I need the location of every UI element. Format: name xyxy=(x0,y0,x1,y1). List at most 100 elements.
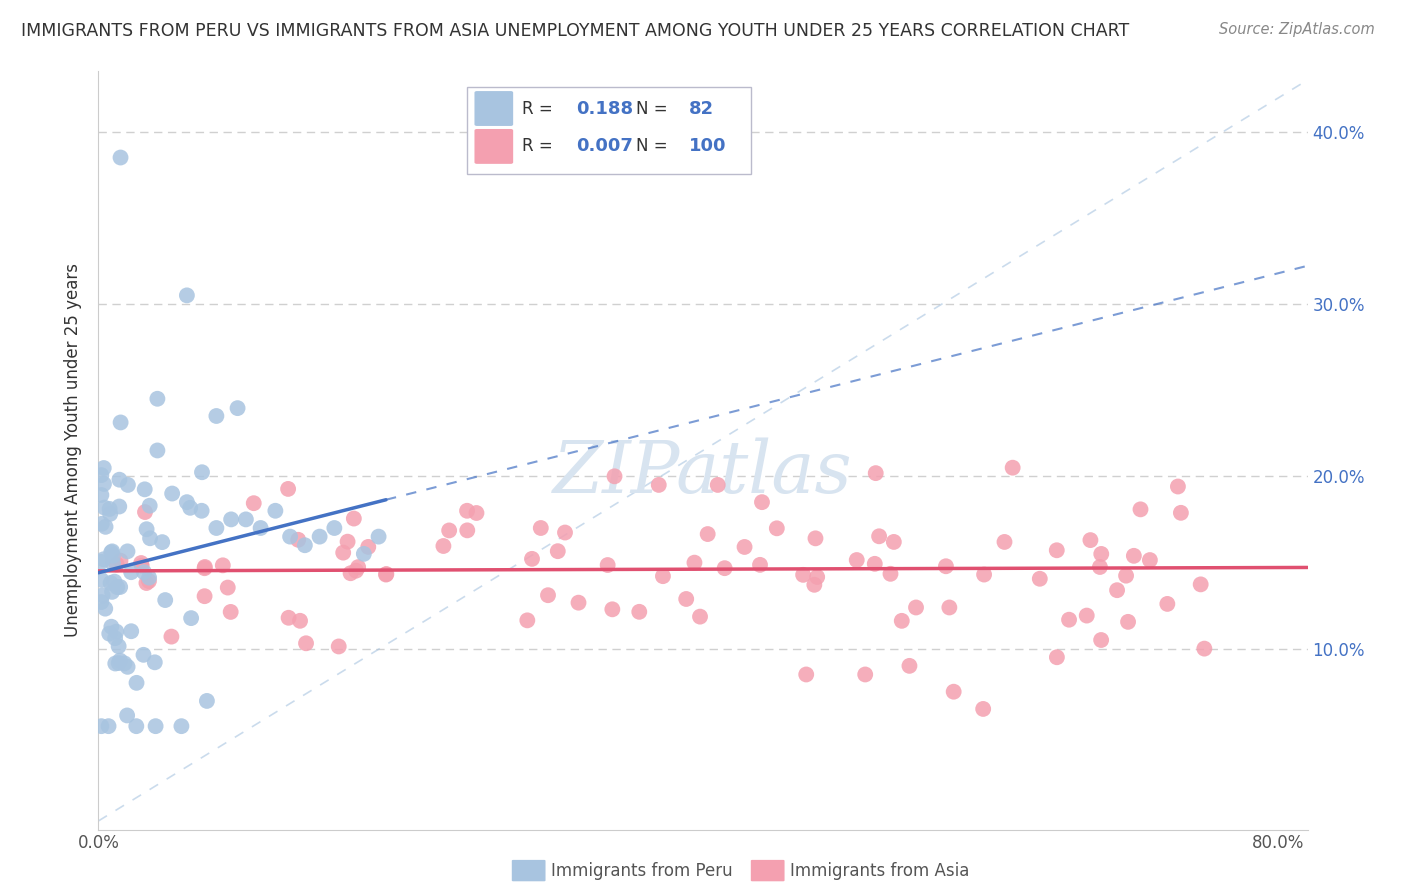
Point xyxy=(94,520,117,534)
Point xyxy=(1115,568,1137,582)
Point xyxy=(100,576,122,591)
Point xyxy=(367,530,389,544)
Point xyxy=(134,483,156,497)
Point xyxy=(1139,553,1161,567)
Point xyxy=(465,506,488,520)
Text: N =: N = xyxy=(637,100,673,118)
Point xyxy=(150,535,173,549)
Point xyxy=(853,667,876,681)
Point xyxy=(146,392,169,406)
Point xyxy=(115,708,138,723)
Point xyxy=(1167,479,1189,493)
Point xyxy=(1046,650,1069,665)
Point xyxy=(93,477,115,491)
Point xyxy=(160,630,183,644)
Point xyxy=(1029,572,1052,586)
Point xyxy=(114,657,136,671)
Point xyxy=(456,524,478,538)
Point xyxy=(101,544,124,558)
Point xyxy=(689,609,711,624)
Point xyxy=(143,656,166,670)
Point xyxy=(101,585,124,599)
Point xyxy=(596,558,619,572)
Y-axis label: Unemployment Among Youth under 25 years: Unemployment Among Youth under 25 years xyxy=(65,263,83,638)
Point xyxy=(751,495,773,509)
Point xyxy=(90,595,112,609)
Point xyxy=(235,512,257,526)
Point xyxy=(1122,549,1144,563)
Point xyxy=(845,553,868,567)
FancyBboxPatch shape xyxy=(467,87,751,174)
Point xyxy=(308,530,330,544)
Point xyxy=(343,511,366,525)
Point xyxy=(125,719,148,733)
Point xyxy=(278,530,301,544)
Point xyxy=(105,624,128,639)
Point xyxy=(603,469,626,483)
Point xyxy=(1090,633,1112,648)
Point xyxy=(432,539,454,553)
Point xyxy=(1057,613,1080,627)
Point xyxy=(100,620,122,634)
Point xyxy=(652,569,675,583)
Point xyxy=(138,499,160,513)
Point xyxy=(104,631,127,645)
Point xyxy=(794,667,817,681)
Point xyxy=(226,401,249,416)
Point xyxy=(98,502,121,516)
Point xyxy=(288,614,311,628)
Point xyxy=(205,409,228,423)
Point xyxy=(520,552,543,566)
Point xyxy=(973,567,995,582)
Point xyxy=(131,558,153,573)
Text: 100: 100 xyxy=(689,137,725,155)
Point xyxy=(135,576,157,591)
Point xyxy=(806,570,828,584)
Point xyxy=(353,547,375,561)
Point xyxy=(117,478,139,492)
Point xyxy=(1189,577,1212,591)
Point xyxy=(375,567,398,582)
Point xyxy=(179,500,201,515)
Point xyxy=(713,561,735,575)
Point xyxy=(170,719,193,733)
Point xyxy=(93,552,115,566)
Text: N =: N = xyxy=(637,137,673,155)
Point xyxy=(1194,641,1216,656)
Text: 0.188: 0.188 xyxy=(576,100,633,118)
Point xyxy=(98,507,121,521)
Point xyxy=(108,473,131,487)
Point xyxy=(865,466,887,480)
Point xyxy=(935,559,957,574)
Point xyxy=(537,588,560,602)
Point xyxy=(107,656,129,670)
Point xyxy=(160,486,183,500)
Point xyxy=(93,500,115,515)
Point xyxy=(530,521,553,535)
Point xyxy=(242,496,264,510)
Point xyxy=(219,512,242,526)
Point xyxy=(190,504,212,518)
Point xyxy=(336,534,359,549)
Point xyxy=(1116,615,1139,629)
Point xyxy=(94,601,117,615)
Point xyxy=(749,558,772,572)
Point xyxy=(132,648,155,662)
Point xyxy=(792,567,814,582)
Point xyxy=(567,596,589,610)
Point xyxy=(516,613,538,627)
Point xyxy=(108,580,131,594)
Text: Immigrants from Peru: Immigrants from Peru xyxy=(551,863,733,880)
Point xyxy=(91,588,114,602)
Point xyxy=(547,544,569,558)
Point xyxy=(110,416,132,430)
Point xyxy=(180,611,202,625)
Point xyxy=(93,461,115,475)
Point xyxy=(191,465,214,479)
Point xyxy=(129,556,152,570)
Point xyxy=(339,566,361,581)
Text: Immigrants from Asia: Immigrants from Asia xyxy=(790,863,970,880)
Point xyxy=(344,564,367,578)
Point xyxy=(105,558,128,572)
Point xyxy=(294,538,316,552)
